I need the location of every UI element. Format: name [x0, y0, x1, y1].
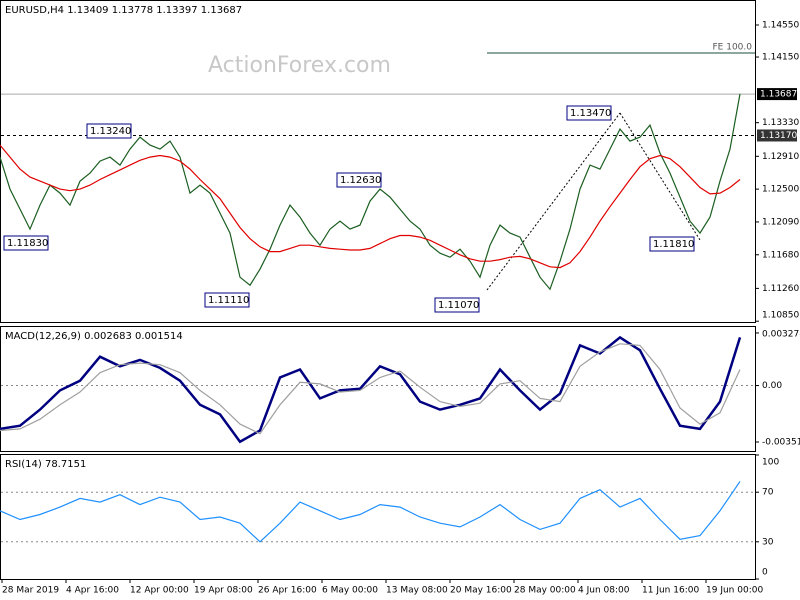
- x-tick-label: 20 May 16:00: [450, 586, 512, 596]
- y-tick-label: 70: [762, 488, 774, 498]
- x-tick-label: 19 Apr 08:00: [194, 586, 253, 596]
- y-tick-label: 0: [762, 568, 768, 578]
- x-tick-label: 28 May 00:00: [514, 586, 576, 596]
- level-box: [757, 129, 797, 142]
- series-line: [0, 481, 741, 543]
- y-tick-label: 1.11680: [762, 250, 799, 260]
- series-line: [0, 335, 742, 444]
- price-label-box: [566, 105, 612, 121]
- y-tick-label: -0.003519: [762, 438, 800, 448]
- x-tick-label: 28 Mar 2019: [2, 586, 59, 596]
- y-tick-label: 1.14150: [762, 53, 799, 63]
- watermark: ActionForex.com: [208, 53, 391, 78]
- macd-panel: [0, 326, 756, 452]
- series-line: [0, 343, 741, 435]
- y-tick-label: 30: [762, 537, 774, 547]
- fe-label: FE 100.0: [713, 43, 753, 53]
- y-tick-label: 1.12090: [762, 217, 799, 227]
- price-label: 1.12630: [340, 175, 381, 186]
- x-tick-label: 11 Jun 16:00: [642, 586, 699, 596]
- price-label: 1.11810: [653, 239, 694, 250]
- y-tick-label: 0.003278: [762, 330, 800, 340]
- x-tick-label: 26 Apr 16:00: [258, 586, 317, 596]
- series-line: [0, 93, 741, 291]
- price-label-box: [336, 172, 382, 188]
- x-tick-label: 12 Apr 00:00: [130, 586, 189, 596]
- y-tick-label: 1.10850: [762, 311, 799, 321]
- x-tick-label: 19 Jun 00:00: [706, 586, 763, 596]
- price-label: 1.13240: [90, 126, 131, 137]
- price-label-box: [204, 292, 250, 308]
- x-tick-label: 4 Jun 08:00: [578, 586, 630, 596]
- y-tick-label: 0.00: [762, 381, 782, 391]
- price-label-box: [86, 123, 132, 139]
- price-label: 1.11110: [208, 295, 249, 306]
- y-tick-label: 1.14550: [762, 21, 799, 31]
- level-label: 1.13170: [760, 131, 797, 141]
- y-tick-label: 100: [762, 458, 779, 468]
- price-label: 1.11830: [7, 238, 48, 249]
- price-label: 1.11070: [438, 300, 479, 311]
- fib-line: [619, 112, 701, 241]
- price-panel: [0, 0, 756, 323]
- level-label: 1.13687: [760, 90, 797, 100]
- x-tick-label: 4 Apr 16:00: [66, 586, 119, 596]
- y-tick-label: 1.12910: [762, 152, 799, 162]
- price-label-box: [434, 297, 480, 313]
- price-label: 1.13470: [570, 108, 611, 119]
- y-tick-label: 1.11260: [762, 284, 799, 294]
- price-label-box: [3, 235, 49, 251]
- series-line: [0, 144, 741, 269]
- panel-title: RSI(14) 78.7151: [5, 459, 86, 470]
- x-tick-label: 13 May 08:00: [386, 586, 448, 596]
- panel-title: EURUSD,H4 1.13409 1.13778 1.13397 1.1368…: [5, 5, 242, 16]
- x-tick-label: 6 May 00:00: [322, 586, 378, 596]
- y-tick-label: 1.12500: [762, 185, 799, 195]
- fib-line: [486, 112, 621, 291]
- rsi-panel: [0, 454, 756, 580]
- panel-title: MACD(12,26,9) 0.002683 0.001514: [5, 331, 183, 342]
- level-box: [757, 88, 797, 101]
- y-tick-label: 1.13330: [762, 118, 799, 128]
- price-label-box: [649, 236, 695, 252]
